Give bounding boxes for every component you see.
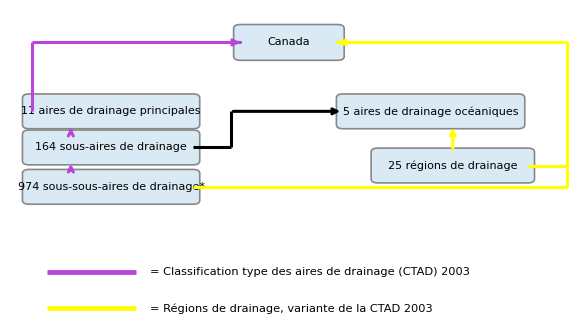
Text: 974 sous-sous-aires de drainage*: 974 sous-sous-aires de drainage* <box>17 182 205 192</box>
FancyBboxPatch shape <box>23 169 200 204</box>
FancyBboxPatch shape <box>23 94 200 129</box>
Text: 11 aires de drainage principales: 11 aires de drainage principales <box>22 106 201 116</box>
Text: = Classification type des aires de drainage (CTAD) 2003: = Classification type des aires de drain… <box>150 267 470 277</box>
Text: 5 aires de drainage océaniques: 5 aires de drainage océaniques <box>343 106 519 117</box>
Text: 164 sous-aires de drainage: 164 sous-aires de drainage <box>36 142 187 153</box>
Text: 25 régions de drainage: 25 régions de drainage <box>388 160 517 171</box>
Text: = Régions de drainage, variante de la CTAD 2003: = Régions de drainage, variante de la CT… <box>150 303 433 313</box>
FancyBboxPatch shape <box>371 148 534 183</box>
FancyBboxPatch shape <box>23 130 200 165</box>
FancyBboxPatch shape <box>336 94 525 129</box>
Text: Canada: Canada <box>268 37 310 47</box>
FancyBboxPatch shape <box>233 24 344 60</box>
